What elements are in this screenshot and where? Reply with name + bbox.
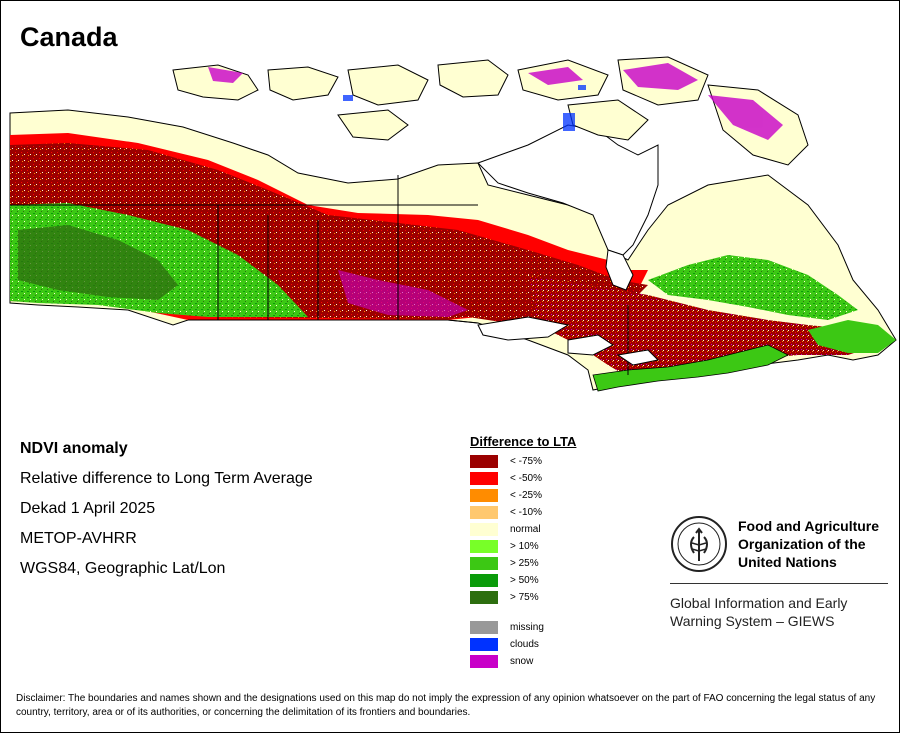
- legend-item: < -50%: [470, 470, 576, 487]
- giews-name: Global Information and Early Warning Sys…: [670, 594, 888, 630]
- legend-swatch: [470, 655, 498, 668]
- legend-label: snow: [510, 656, 534, 667]
- legend-swatch: [470, 638, 498, 651]
- legend-item: < -25%: [470, 487, 576, 504]
- fao-emblem-icon: [671, 516, 727, 572]
- legend-item: missing: [470, 619, 576, 636]
- legend-label: > 75%: [510, 592, 539, 603]
- legend-label: < -25%: [510, 490, 542, 501]
- giews-line: Global Information and Early: [670, 595, 848, 611]
- fao-org-line: Organization of the: [738, 536, 866, 552]
- arctic-archipelago: [172, 56, 809, 166]
- snow-patches: [208, 63, 783, 140]
- legend-swatch: [470, 557, 498, 570]
- map-title: Canada: [20, 22, 118, 52]
- legend-label: < -75%: [510, 456, 542, 467]
- legend-item: < -75%: [470, 453, 576, 470]
- legend-item: normal: [470, 521, 576, 538]
- legend-swatch: [470, 540, 498, 553]
- legend-swatch: [470, 506, 498, 519]
- legend-item: > 50%: [470, 572, 576, 589]
- divider: [670, 583, 888, 584]
- info-line-description: Relative difference to Long Term Average: [20, 470, 313, 487]
- fao-branding: Food and Agriculture Organization of the…: [670, 515, 888, 630]
- legend-title: Difference to LTA: [470, 434, 577, 449]
- legend-swatch: [470, 591, 498, 604]
- legend-item: > 75%: [470, 589, 576, 606]
- legend-label: > 10%: [510, 541, 539, 552]
- legend-item: clouds: [470, 636, 576, 653]
- legend-item: > 25%: [470, 555, 576, 572]
- legend-label: clouds: [510, 639, 539, 650]
- info-line-projection: WGS84, Geographic Lat/Lon: [20, 560, 226, 577]
- map-info-block: NDVI anomaly Relative difference to Long…: [20, 440, 313, 590]
- legend-label: > 50%: [510, 575, 539, 586]
- fao-org-line: Food and Agriculture: [738, 518, 880, 534]
- legend-swatch: [470, 523, 498, 536]
- disclaimer-text: Disclaimer: The boundaries and names sho…: [16, 693, 876, 718]
- map-legend: Difference to LTA < -75% < -50% < -25% < -1…: [470, 434, 576, 670]
- cloud-patches: [343, 85, 586, 131]
- info-line-sensor: METOP-AVHRR: [20, 530, 137, 547]
- legend-label: normal: [510, 524, 541, 535]
- great-lakes: [477, 316, 660, 366]
- legend-label: missing: [510, 622, 544, 633]
- ndvi-anomaly-map: [9, 56, 897, 392]
- legend-item: snow: [470, 653, 576, 670]
- legend-label: < -10%: [510, 507, 542, 518]
- legend-label: > 25%: [510, 558, 539, 569]
- boundary-lines: [10, 175, 629, 375]
- giews-line: Warning System – GIEWS: [670, 613, 835, 629]
- fao-org-line: United Nations: [738, 554, 837, 570]
- info-heading: NDVI anomaly: [20, 440, 128, 457]
- legend-swatch: [470, 455, 498, 468]
- info-line-period: Dekad 1 April 2025: [20, 500, 156, 517]
- legend-swatch: [470, 489, 498, 502]
- legend-swatch: [470, 621, 498, 634]
- legend-label: < -50%: [510, 473, 542, 484]
- legend-swatch: [470, 472, 498, 485]
- legend-item: < -10%: [470, 504, 576, 521]
- james-bay: [605, 249, 634, 291]
- legend-swatch: [470, 574, 498, 587]
- legend-item: > 10%: [470, 538, 576, 555]
- fao-organization-name: Food and Agriculture Organization of the…: [738, 517, 879, 571]
